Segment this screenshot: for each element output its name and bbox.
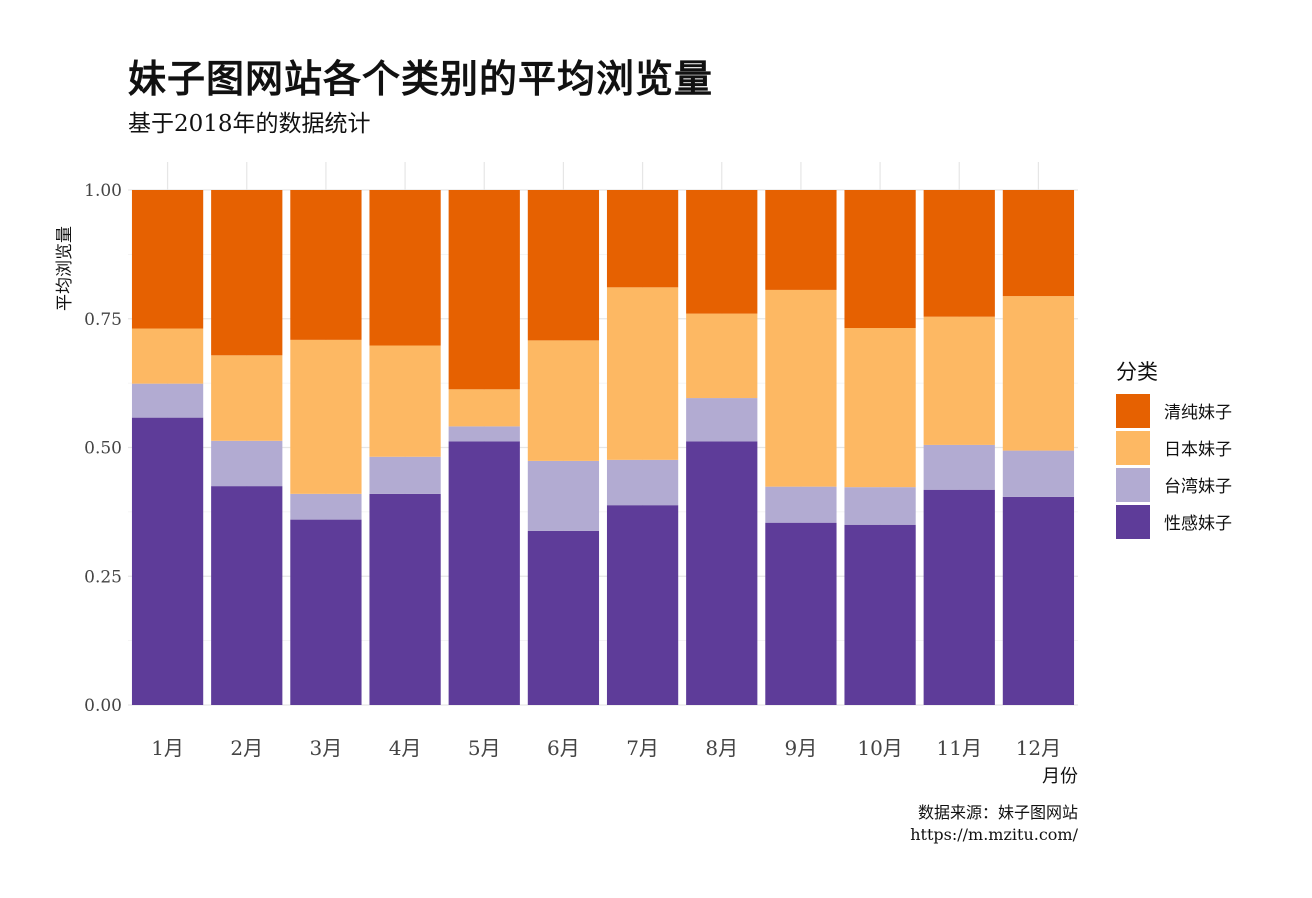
bar-segment [290, 190, 362, 340]
bar-segment [369, 456, 441, 494]
chart-title: 妹子图网站各个类别的平均浏览量 [128, 56, 714, 101]
x-tick-label: 12月 [1016, 736, 1061, 760]
bar-segment [131, 190, 204, 329]
legend-swatch [1116, 393, 1150, 428]
x-tick-label: 6月 [547, 736, 580, 760]
bar-segment [1002, 450, 1075, 497]
bar-segment [369, 345, 441, 457]
legend-swatch [1116, 430, 1150, 465]
bar-segment [923, 444, 995, 490]
bar-segment [448, 441, 520, 705]
x-tick-label: 4月 [389, 736, 422, 760]
bar-segment [1002, 296, 1075, 451]
legend-swatch [1116, 504, 1150, 539]
y-tick-label: 0.50 [84, 439, 122, 459]
bar-segment [527, 340, 600, 461]
x-tick-label: 1月 [151, 736, 184, 760]
bar-segment [765, 486, 837, 523]
caption: 数据来源：妹子图网站 https://m.mzitu.com/ [910, 802, 1078, 846]
legend-swatch [1116, 467, 1150, 502]
x-tick-label: 8月 [705, 736, 738, 760]
bar-segment [765, 289, 837, 487]
bar-segment [211, 440, 283, 487]
legend-label: 清纯妹子 [1164, 403, 1232, 423]
bar-segment [211, 355, 283, 441]
legend-label: 日本妹子 [1164, 440, 1232, 460]
legend-item: 清纯妹子 [1116, 392, 1232, 429]
caption-source: 数据来源：妹子图网站 [917, 803, 1078, 822]
bar-segment [923, 489, 995, 705]
bar-segment [765, 190, 837, 290]
bar-segment [606, 287, 679, 460]
y-tick-label: 0.00 [84, 696, 122, 716]
bar-segment [686, 190, 758, 314]
bar-segment [606, 190, 679, 288]
bar-segment [606, 459, 679, 506]
bar-segment [211, 486, 283, 705]
bar-segment [686, 441, 758, 705]
bar-segment [527, 530, 600, 705]
y-tick-label: 0.75 [84, 310, 122, 330]
y-ticks: 0.00 0.25 0.50 0.75 1.00 [84, 181, 122, 716]
x-tick-label: 5月 [468, 736, 501, 760]
bar-segment [1002, 496, 1075, 705]
bar-segment [923, 190, 995, 317]
bar-segment [844, 524, 916, 705]
caption-url: https://m.mzitu.com/ [910, 825, 1078, 844]
x-tick-label: 10月 [857, 736, 902, 760]
legend-label: 台湾妹子 [1164, 477, 1232, 497]
legend-label: 性感妹子 [1164, 514, 1232, 534]
x-tick-label: 11月 [937, 736, 982, 760]
bar-segment [844, 487, 916, 525]
chart-subtitle: 基于2018年的数据统计 [128, 111, 371, 137]
bar-segment [686, 313, 758, 399]
bar-segment [765, 522, 837, 705]
bar-segment [686, 398, 758, 442]
bar-segment [211, 190, 283, 356]
bar-segment [369, 190, 441, 346]
bar-segment [923, 316, 995, 445]
x-ticks: 1月 2月 3月 4月 5月 6月 7月 8月 9月 10月 11月 12月 [151, 736, 1061, 760]
legend-item: 日本妹子 [1116, 429, 1232, 466]
bar-segment [448, 389, 520, 427]
bar-segment [844, 328, 916, 488]
bar-segment [131, 383, 204, 418]
bar-segment [606, 505, 679, 705]
legend-item: 台湾妹子 [1116, 466, 1232, 503]
x-axis-label: 月份 [1042, 766, 1078, 787]
bar-segment [290, 493, 362, 520]
legend-item: 性感妹子 [1116, 503, 1232, 540]
x-tick-label: 9月 [785, 736, 818, 760]
legend: 清纯妹子 日本妹子 台湾妹子 性感妹子 [1116, 392, 1232, 540]
x-tick-label: 3月 [310, 736, 343, 760]
bar-segment [290, 519, 362, 705]
bar-segment [131, 328, 204, 384]
y-tick-label: 1.00 [84, 181, 122, 201]
x-tick-label: 2月 [230, 736, 263, 760]
bar-segment [448, 190, 520, 390]
bar-segment [1002, 190, 1075, 297]
bar-segment [369, 493, 441, 705]
bar-segment [448, 426, 520, 442]
y-tick-label: 0.25 [84, 567, 122, 587]
bar-segment [527, 460, 600, 531]
bars [131, 190, 1075, 705]
bar-segment [527, 190, 600, 341]
legend-title: 分类 [1116, 360, 1158, 384]
bar-segment [844, 190, 916, 329]
bar-segment [290, 339, 362, 494]
bar-segment [131, 417, 204, 705]
x-tick-label: 7月 [626, 736, 659, 760]
